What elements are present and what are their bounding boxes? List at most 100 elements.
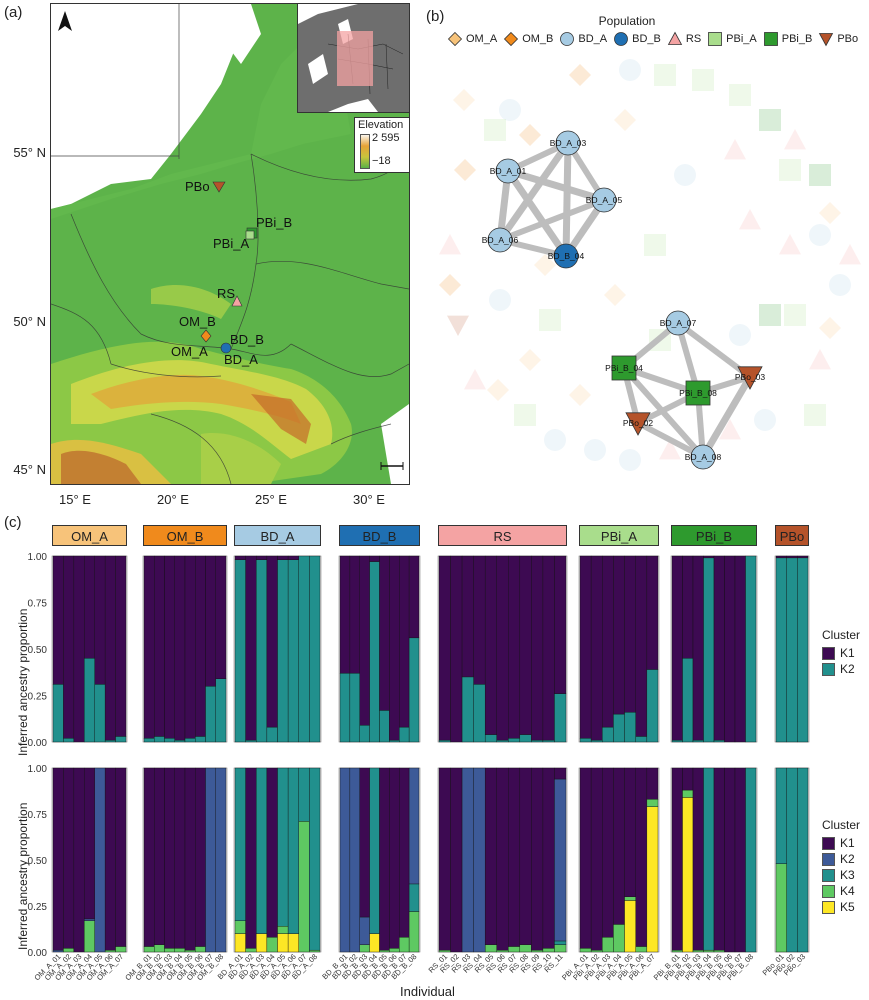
population-legend-icon — [560, 32, 575, 46]
population-legend-label: PBo — [837, 33, 859, 45]
ancestry-bar-segment — [408, 637, 420, 743]
ancestry-bar-segment — [786, 555, 798, 559]
network-node-faded — [804, 404, 826, 426]
ancestry-bar-segment — [542, 555, 555, 741]
population-strip: RS — [438, 525, 567, 546]
network-edge — [562, 142, 572, 257]
ancestry-bar-segment — [379, 767, 390, 951]
network-node-faded — [619, 449, 641, 471]
ancestry-bar-segment — [579, 738, 592, 743]
ancestry-bar-segment — [692, 555, 704, 741]
network-node-label: BD_A_07 — [660, 318, 697, 328]
ancestry-bar-segment — [692, 949, 704, 953]
ancestry-bar-segment — [692, 739, 704, 743]
ancestry-bar-segment — [624, 896, 636, 901]
ancestry-bar-segment — [461, 676, 474, 743]
network-node-faded — [439, 274, 461, 296]
population-legend-label: BD_B — [632, 33, 661, 45]
site-label-bd-a: BD_A — [224, 352, 258, 367]
site-label-pbi-a: PBi_A — [213, 236, 250, 251]
network-node — [553, 243, 579, 269]
network-node-label: BD_B_04 — [548, 251, 585, 261]
ancestry-bar-segment — [104, 555, 116, 741]
ancestry-bar-segment — [797, 555, 809, 559]
ancestry-bar-segment — [359, 555, 370, 726]
ancestry-bar-segment — [554, 767, 567, 780]
network-node-label: BD_A_06 — [482, 235, 519, 245]
population-strip: PBi_B — [671, 525, 757, 546]
network-node-faded — [489, 289, 511, 311]
ancestry-bar-segment — [745, 767, 757, 953]
ancestry-bar-segment — [473, 684, 486, 743]
ancestry-bar-segment — [554, 940, 567, 945]
ancestry-bar-segment — [602, 726, 614, 743]
ancestry-bar-segment — [266, 726, 278, 743]
population-legend-icon — [447, 31, 463, 47]
ancestry-bar-segment — [339, 767, 351, 953]
network-node-faded — [614, 109, 636, 131]
network-node — [591, 187, 617, 213]
network-edge — [498, 197, 606, 243]
population-legend-item: PBi_A — [707, 31, 757, 47]
ancestry-bar-segment — [115, 736, 127, 743]
network-edge — [676, 320, 752, 380]
ancestry-bar-segment — [215, 678, 227, 743]
ancestry-bar-segment — [379, 555, 390, 711]
network-node-faded — [819, 317, 841, 339]
y-tick-label: 0.75 — [28, 599, 48, 610]
ancestry-bar-segment — [63, 948, 75, 953]
ancestry-bar-segment — [450, 767, 463, 953]
lat-label-50: 50° N — [13, 314, 46, 329]
ancestry-bar-segment — [298, 767, 310, 822]
site-label-bd-b: BD_B — [230, 332, 264, 347]
network-edge — [506, 167, 606, 204]
ancestry-bar-segment — [461, 555, 474, 678]
network-node-faded — [819, 202, 841, 224]
ancestry-bar-segment — [635, 946, 648, 953]
cluster-legend-k5-item: K1 — [822, 835, 860, 851]
population-legend-label: PBi_B — [781, 33, 813, 45]
ancestry-bar-segment — [256, 555, 268, 560]
cluster-legend-k2-item: K2 — [822, 661, 860, 677]
network-node-faded — [759, 304, 781, 326]
ancestry-bar-segment — [399, 767, 410, 938]
ancestry-bar-segment — [703, 557, 715, 743]
network-node-faded — [519, 349, 541, 371]
ancestry-bar-segment — [154, 944, 165, 953]
ancestry-bar-segment — [399, 937, 410, 953]
ancestry-bar-segment — [554, 944, 567, 953]
europe-inset-map — [297, 4, 409, 113]
ancestry-bar-segment — [104, 767, 116, 951]
ancestry-bar-segment — [215, 555, 227, 679]
ancestry-bar-segment — [195, 555, 206, 737]
ancestry-bar-segment — [52, 949, 64, 953]
ancestry-bar-segment — [94, 684, 106, 743]
cluster-legend-k2: Cluster K1 K2 — [822, 628, 860, 677]
ancestry-bar-segment — [205, 555, 216, 687]
ancestry-bar-segment — [399, 555, 410, 728]
panel-label-a: (a) — [4, 4, 23, 21]
ancestry-bar-segment — [713, 739, 725, 743]
ancestry-bar-segment — [73, 767, 85, 953]
ancestry-bar-segment — [266, 767, 278, 938]
ancestry-bar-segment — [287, 555, 299, 560]
site-label-pbo: PBo — [185, 179, 210, 194]
y-tick-label: 0.50 — [28, 645, 48, 656]
population-legend-icon — [504, 31, 519, 47]
population-legend: Population OM_A OM_B BD_A BD_B RS PBi_A PBi_B P… — [447, 14, 858, 47]
network-node-faded — [514, 404, 536, 426]
panel-label-b: (b) — [426, 8, 445, 25]
ancestry-bar-segment — [94, 555, 106, 685]
ancestry-bar-segment — [63, 738, 75, 743]
network-node-faded — [779, 234, 801, 255]
ancestry-bar-segment — [287, 933, 299, 953]
network-node — [611, 355, 637, 381]
ancestry-bar-segment — [531, 739, 544, 743]
ancestry-bar-segment — [496, 767, 509, 951]
ancestry-bar-segment — [703, 555, 715, 559]
ancestry-bar-segment — [184, 555, 196, 739]
network-node-faded — [829, 274, 851, 296]
ancestry-bar-segment — [143, 738, 155, 743]
ancestry-bar-segment — [590, 767, 603, 951]
ancestry-bar-segment — [164, 767, 175, 949]
